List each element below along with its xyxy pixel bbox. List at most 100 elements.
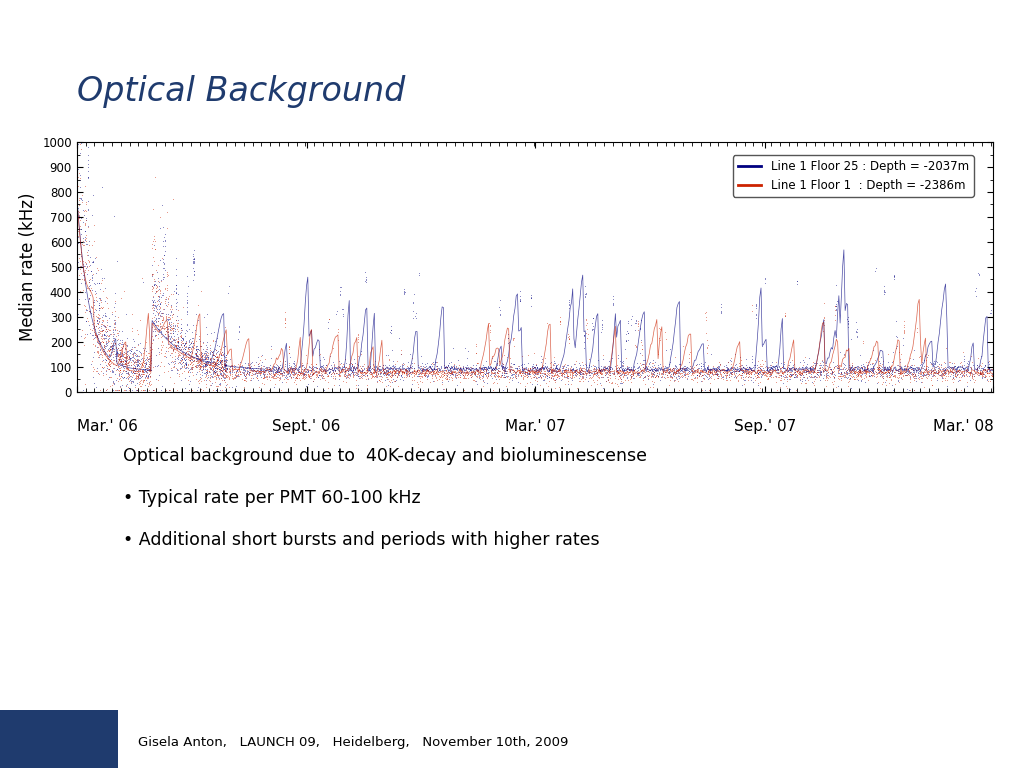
Point xyxy=(620,326,636,339)
Point xyxy=(127,366,143,379)
Point xyxy=(865,363,882,376)
Point xyxy=(253,364,269,376)
Point xyxy=(744,376,761,388)
Point xyxy=(135,374,152,386)
Point xyxy=(733,369,750,382)
Point xyxy=(706,366,722,378)
Point xyxy=(616,367,633,379)
Point xyxy=(109,348,125,360)
Point xyxy=(185,358,202,370)
Point xyxy=(145,275,162,287)
Point xyxy=(805,356,821,369)
Point xyxy=(221,363,238,376)
Point xyxy=(129,372,145,385)
Point xyxy=(88,329,104,341)
Point xyxy=(905,366,922,378)
Point xyxy=(202,361,218,373)
Point xyxy=(948,364,965,376)
Point xyxy=(159,312,175,324)
Point xyxy=(848,326,864,339)
Point xyxy=(876,361,892,373)
Point xyxy=(299,357,315,369)
Point xyxy=(690,369,707,382)
Point xyxy=(288,367,304,379)
Point xyxy=(87,339,103,352)
Point xyxy=(534,363,550,376)
Point xyxy=(85,277,101,290)
Point xyxy=(390,368,407,380)
Point xyxy=(468,346,484,359)
Point xyxy=(373,367,389,379)
Point xyxy=(626,372,642,384)
Point xyxy=(595,349,611,361)
Point xyxy=(824,366,841,378)
Point xyxy=(624,363,640,376)
Point xyxy=(89,330,105,343)
Point xyxy=(517,365,534,377)
Point xyxy=(964,370,980,382)
Point xyxy=(175,343,191,356)
Point xyxy=(945,367,962,379)
Point xyxy=(247,366,263,379)
Point xyxy=(97,338,114,350)
Point xyxy=(429,364,445,376)
Point xyxy=(479,369,496,382)
Point xyxy=(368,369,384,382)
Point xyxy=(386,364,402,376)
Point xyxy=(292,373,308,386)
Point xyxy=(472,366,488,378)
Point xyxy=(88,313,104,326)
Point xyxy=(698,314,715,326)
Point xyxy=(190,359,207,371)
Point xyxy=(761,368,777,380)
Point xyxy=(825,371,842,383)
Point xyxy=(393,359,410,371)
Point xyxy=(112,363,128,376)
Point xyxy=(502,363,518,376)
Point xyxy=(668,365,684,377)
Point xyxy=(821,363,838,376)
Point xyxy=(216,340,232,353)
Point xyxy=(880,366,896,379)
Point xyxy=(463,362,479,374)
Point xyxy=(737,362,754,374)
Point xyxy=(858,362,874,375)
Point xyxy=(81,319,97,331)
Point xyxy=(198,352,214,364)
Point xyxy=(851,368,867,380)
Point xyxy=(701,365,718,377)
Point xyxy=(155,287,171,300)
Point xyxy=(442,365,459,377)
Point xyxy=(202,370,218,382)
Point xyxy=(612,372,629,385)
Point xyxy=(677,366,693,379)
Point xyxy=(476,369,493,381)
Point xyxy=(362,368,379,380)
Point xyxy=(881,360,897,372)
Point xyxy=(327,366,343,378)
Point xyxy=(154,199,170,211)
Point xyxy=(816,365,833,377)
Point xyxy=(854,365,870,377)
Point xyxy=(452,370,468,382)
Point xyxy=(260,361,276,373)
Point xyxy=(916,359,933,372)
Point xyxy=(82,279,98,291)
Point xyxy=(730,365,746,377)
Point xyxy=(253,366,269,378)
Point xyxy=(863,366,880,378)
Point xyxy=(129,360,145,372)
Point xyxy=(605,293,622,305)
Point xyxy=(168,286,184,299)
Point xyxy=(124,371,140,383)
Point xyxy=(201,359,217,371)
Point xyxy=(788,370,805,382)
Point xyxy=(827,369,844,381)
Point xyxy=(974,368,990,380)
Point xyxy=(240,366,256,379)
Point xyxy=(748,308,764,320)
Point xyxy=(202,373,218,386)
Point xyxy=(891,362,907,375)
Point xyxy=(750,363,766,376)
Point xyxy=(148,266,165,278)
